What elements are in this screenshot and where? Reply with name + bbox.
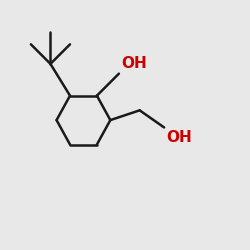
Text: OH: OH: [166, 130, 192, 145]
Text: OH: OH: [121, 56, 147, 71]
